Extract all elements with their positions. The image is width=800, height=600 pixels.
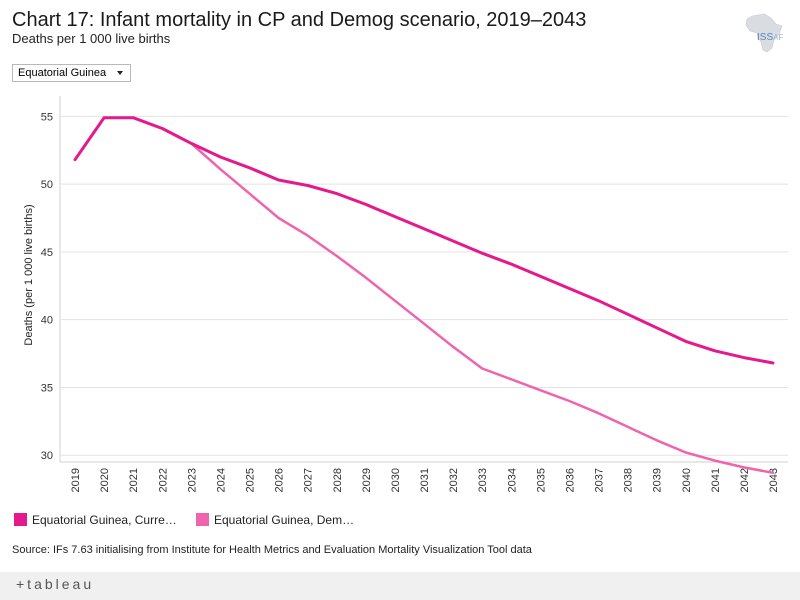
country-filter-dropdown[interactable]: Equatorial Guinea [12,64,131,82]
x-tick-label: 2021 [128,468,140,492]
x-tick-label: 2019 [70,468,82,492]
y-axis-label: Deaths (per 1 000 live births) [23,204,35,345]
series-line-current-path[interactable] [73,116,775,365]
x-tick-label: 2035 [535,468,547,492]
legend-label-demog: Equatorial Guinea, Dem… [214,513,355,527]
tableau-logo[interactable]: +tableau [16,576,95,592]
iss-logo-text: ISSAF [757,32,784,43]
source-note: Source: IFs 7.63 initialising from Insti… [12,544,532,556]
legend-swatch-demog [196,513,209,526]
x-tick-label: 2028 [332,468,344,492]
gridlines [59,96,788,463]
chart-subtitle: Deaths per 1 000 live births [12,31,171,46]
y-tick-label: 45 [41,247,53,259]
legend-swatch-current-path [14,513,27,526]
y-tick-label: 30 [41,450,53,462]
x-tick-label: 2031 [419,468,431,492]
x-tick-label: 2033 [477,468,489,492]
line-chart: 30 35 40 45 50 55 2019 2020 2021 2022 2023 2024 202… [23,96,788,492]
x-tick-label: 2034 [506,468,518,492]
chart-title: Chart 17: Infant mortality in CP and Dem… [12,9,587,31]
x-tick-label: 2039 [652,468,664,492]
x-tick-label: 2042 [739,468,751,492]
x-tick-label: 2024 [215,468,227,492]
x-tick-label: 2022 [157,468,169,492]
x-tick-label: 2040 [681,468,693,492]
series-lines [73,116,775,475]
y-tick-label: 55 [41,111,53,123]
series-line-demog[interactable] [73,116,775,475]
x-tick-label: 2029 [361,468,373,492]
y-axis-ticks: 30 35 40 45 50 55 [41,111,53,462]
legend-label-current-path: Equatorial Guinea, Curre… [32,513,177,527]
y-tick-label: 35 [41,382,53,394]
x-tick-label: 2023 [186,468,198,492]
x-tick-label: 2037 [594,468,606,492]
x-tick-label: 2020 [99,468,111,492]
country-filter-value: Equatorial Guinea [18,67,107,79]
legend-item-demog[interactable]: Equatorial Guinea, Dem… [196,513,354,529]
x-tick-label: 2030 [390,468,402,492]
chevron-down-icon [117,71,123,75]
y-tick-label: 50 [41,179,53,191]
x-tick-label: 2032 [448,468,460,492]
y-tick-label: 40 [41,315,53,327]
x-axis-ticks: 2019 2020 2021 2022 2023 2024 2025 2026 2027 2028… [70,468,780,492]
africa-map-logo-icon [745,13,783,53]
x-tick-label: 2038 [623,468,635,492]
x-tick-label: 2026 [274,468,286,492]
legend-item-current-path[interactable]: Equatorial Guinea, Curre… [14,513,177,529]
x-tick-label: 2041 [710,468,722,492]
x-tick-label: 2043 [768,468,780,492]
tableau-footer: +tableau [0,572,800,600]
x-tick-label: 2036 [564,468,576,492]
x-tick-label: 2027 [303,468,315,492]
x-tick-label: 2025 [245,468,257,492]
